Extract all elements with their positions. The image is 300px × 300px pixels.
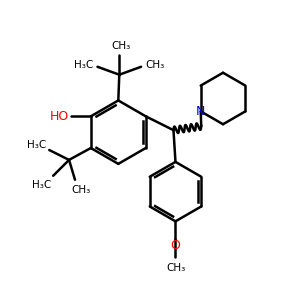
Text: H₃C: H₃C [32, 180, 51, 190]
Text: CH₃: CH₃ [167, 263, 186, 273]
Text: H₃C: H₃C [74, 60, 93, 70]
Text: CH₃: CH₃ [112, 41, 131, 51]
Text: H₃C: H₃C [27, 140, 46, 150]
Text: O: O [170, 238, 180, 252]
Text: N: N [196, 105, 206, 118]
Text: CH₃: CH₃ [71, 184, 91, 195]
Text: HO: HO [50, 110, 69, 123]
Text: CH₃: CH₃ [145, 60, 165, 70]
